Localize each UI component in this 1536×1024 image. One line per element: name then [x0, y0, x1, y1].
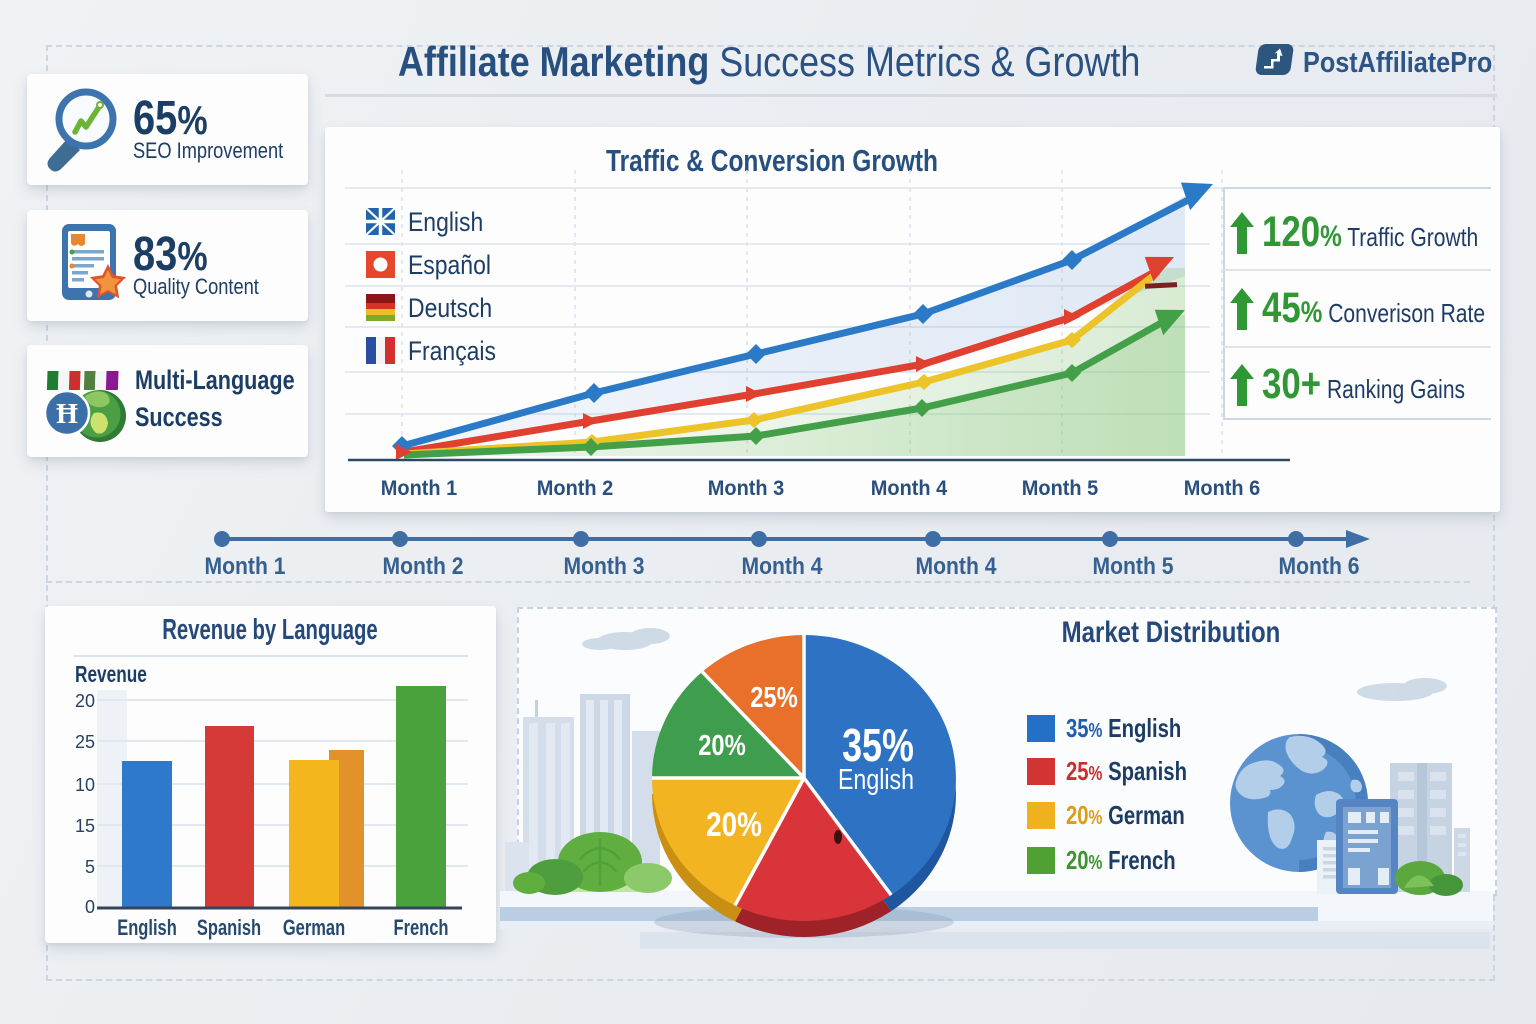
svg-text:20: 20: [75, 691, 95, 711]
svg-text:5: 5: [85, 857, 95, 877]
svg-text:10: 10: [75, 775, 95, 795]
svg-text:25: 25: [75, 732, 95, 752]
svg-text:15: 15: [75, 816, 95, 836]
svg-text:0: 0: [85, 897, 95, 917]
svg-text:Ħ: Ħ: [56, 399, 78, 430]
